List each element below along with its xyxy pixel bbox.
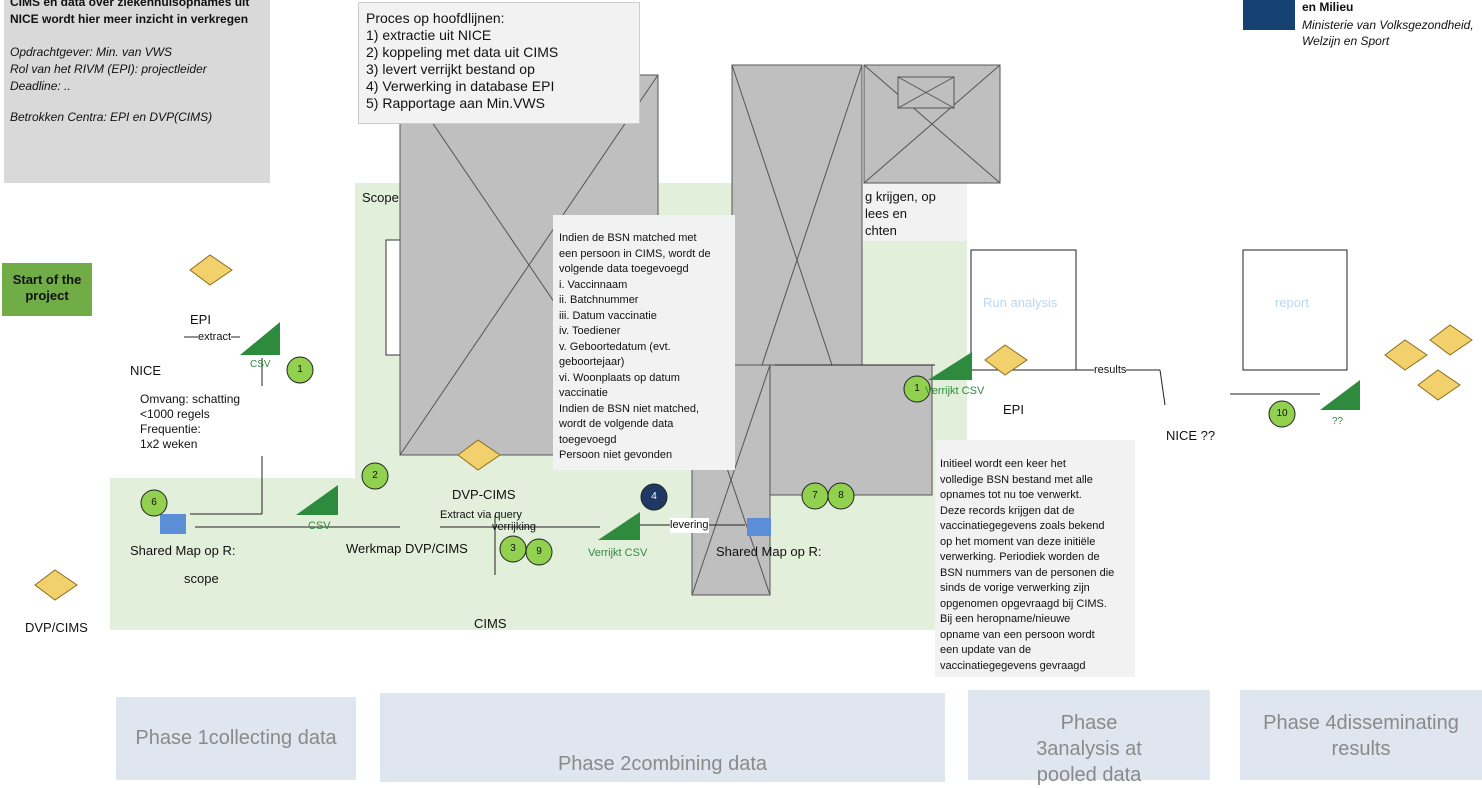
process-step: 1) extractie uit NICE — [366, 27, 491, 44]
actor-label: CIMS — [474, 616, 507, 631]
bsn-line: iii. Datum vaccinatie — [559, 309, 657, 325]
omvang-line: Omvang: schatting — [140, 392, 240, 407]
intro-detail: Rol van het RIVM (EPI): projectleider — [10, 62, 207, 77]
bsn-line: toegevoegd — [559, 433, 617, 449]
folder — [747, 518, 771, 536]
partial-note-line: g krijgen, op — [865, 188, 936, 205]
bsn-line: vi. Woonplaats op datum — [559, 371, 680, 387]
initial-line: BSN nummers van de personen die — [940, 566, 1114, 582]
logo-text: Ministerie van Volksgezondheid, — [1302, 18, 1474, 33]
bsn-line: iv. Toediener — [559, 324, 620, 340]
bsn-line: Persoon niet gevonden — [559, 448, 672, 464]
initial-line: opname van een persoon wordt — [940, 628, 1095, 644]
initial-line: Deze records krijgen dat de — [940, 504, 1075, 520]
bsn-line: volgende data toegevoegd — [559, 262, 689, 278]
process-step: 4) Verwerking in database EPI — [366, 78, 554, 95]
bsn-line: v. Geboortedatum (evt. — [559, 340, 671, 356]
file-label: CSV — [250, 357, 271, 372]
process-step: 2) koppeling met data uit CIMS — [366, 44, 558, 61]
step-number: 1 — [904, 376, 930, 402]
process-step: 3) levert verrijkt bestand op — [366, 61, 535, 78]
bsn-line: geboortejaar) — [559, 355, 624, 371]
folder — [160, 514, 186, 534]
intro-detail: Deadline: .. — [10, 79, 71, 94]
bsn-line: i. Vaccinnaam — [559, 278, 627, 294]
bsn-line: Indien de BSN niet matched, — [559, 402, 699, 418]
partial-note-line: lees en — [865, 205, 907, 222]
process-step: 5) Rapportage aan Min.VWS — [366, 95, 545, 112]
bsn-line: wordt de volgende data — [559, 417, 673, 433]
partial-note-line: chten — [865, 222, 897, 239]
initial-line: vaccinatiegegevens gevraagd — [940, 659, 1086, 675]
initial-line: Initieel wordt een keer het — [940, 457, 1066, 473]
intro-text: CIMS en data over ziekenhuisopnames uit — [10, 0, 249, 10]
location-label: Shared Map op R: — [716, 544, 822, 559]
initial-line: volledige BSN bestand met alle — [940, 473, 1093, 489]
intro-detail: Opdrachtgever: Min. van VWS — [10, 45, 172, 60]
actor-label: DVP/CIMS — [25, 620, 88, 635]
step-number: 7 — [802, 483, 828, 509]
file-label: Verrijkt CSV — [588, 546, 647, 561]
initial-line: Bij een heropname/nieuwe — [940, 612, 1070, 628]
process-title: Proces op hoofdlijnen: — [366, 10, 505, 27]
run-analysis-box — [971, 250, 1076, 370]
initial-line: verwerking. Periodiek worden de — [940, 550, 1100, 566]
file-label: CSV — [308, 519, 331, 534]
step-number: 9 — [526, 539, 552, 565]
flow-label: results — [1094, 363, 1126, 378]
intro-detail: Betrokken Centra: EPI en DVP(CIMS) — [10, 110, 212, 125]
scope-label: Scope — [362, 190, 399, 205]
step-number: 1 — [287, 357, 313, 383]
omvang-line: <1000 regels — [140, 407, 210, 422]
flow-label: levering — [670, 518, 709, 533]
actor-label: NICE — [130, 363, 161, 378]
process-label: Run analysis — [983, 295, 1057, 310]
actor-label: NICE ?? — [1166, 428, 1215, 443]
actor-label: DVP-CIMS — [452, 487, 516, 502]
initial-line: opnames tot nu toe verwerkt. — [940, 488, 1082, 504]
initial-line: vaccinatiegegevens zoals bekend — [940, 519, 1105, 535]
location-label: Werkmap DVP/CIMS — [346, 541, 468, 556]
initial-line: sinds de vorige verwerking zijn — [940, 581, 1090, 597]
file-label: Verrijkt CSV — [925, 384, 984, 399]
logo-text: en Milieu — [1302, 0, 1353, 15]
report-box — [1243, 250, 1347, 370]
phase: Phase 2combining data — [380, 693, 945, 782]
step-number: 10 — [1269, 401, 1295, 427]
omvang-line: Frequentie: — [140, 422, 201, 437]
flow-label: verrijking — [492, 520, 536, 535]
omvang-line: 1x2 weken — [140, 437, 197, 452]
initial-line: op het moment van deze initiële — [940, 535, 1095, 551]
diagram: CIMS en data over ziekenhuisopnames uit … — [0, 0, 1482, 782]
step-number: 8 — [828, 483, 854, 509]
bsn-line: een persoon in CIMS, wordt de — [559, 247, 711, 263]
phase: Phase 1collecting data — [116, 697, 356, 780]
intro-text: NICE wordt hier meer inzicht in verkrege… — [10, 12, 248, 27]
initial-line: opgenomen opgevraagd bij CIMS. — [940, 597, 1107, 613]
logo-mark — [1243, 0, 1295, 30]
step-number: 2 — [362, 463, 388, 489]
location-label: Shared Map op R: — [130, 543, 236, 558]
bsn-line: ii. Batchnummer — [559, 293, 638, 309]
logo-text: Welzijn en Sport — [1302, 34, 1389, 49]
file-label: ?? — [1332, 414, 1343, 429]
start-box: Start of the project — [2, 263, 92, 316]
bsn-line: Indien de BSN matched met — [559, 231, 697, 247]
location-label: scope — [184, 571, 219, 586]
process-label: report — [1275, 295, 1309, 310]
step-number: 4 — [641, 484, 667, 510]
phase: Phase 3analysis at pooled data — [968, 690, 1210, 780]
flow-label: extract — [198, 330, 231, 345]
actor-label: EPI — [190, 312, 211, 327]
phase: Phase 4disseminating results — [1240, 690, 1482, 780]
initial-line: een update van de — [940, 643, 1031, 659]
step-number: 6 — [141, 490, 167, 516]
step-number: 3 — [500, 536, 526, 562]
actor-label: EPI — [1003, 402, 1024, 417]
bsn-line: vaccinatie — [559, 386, 608, 402]
